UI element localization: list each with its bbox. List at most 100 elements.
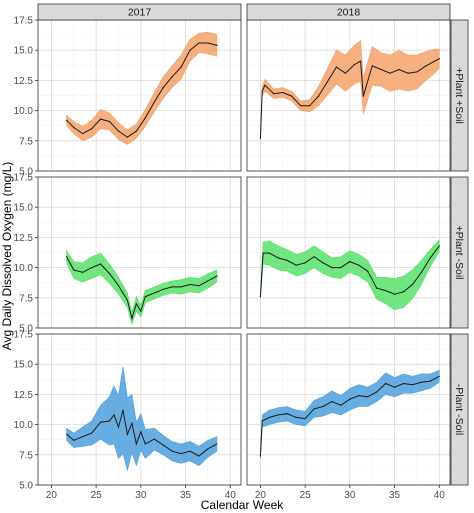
data-point: [371, 65, 373, 67]
series-plant-soil-2018: [259, 369, 440, 459]
data-point: [144, 443, 146, 445]
data-point: [140, 310, 142, 312]
data-point: [131, 317, 133, 319]
y-tick-label: 15.0: [14, 46, 34, 57]
data-point: [99, 263, 102, 265]
data-point: [420, 381, 422, 383]
data-point: [198, 455, 200, 457]
data-point: [117, 426, 120, 428]
column-strip-label: 2017: [128, 7, 152, 19]
row-strip-plant-soil: -Plant -Soil: [450, 333, 469, 486]
x-tick-label: 25: [91, 490, 103, 501]
y-tick-label: 5.0: [19, 324, 33, 335]
data-point: [434, 60, 436, 62]
data-point: [295, 264, 297, 266]
variability-band: [66, 366, 218, 471]
panel-border: [37, 333, 242, 486]
data-point: [389, 72, 391, 74]
data-point: [286, 413, 288, 415]
data-point: [411, 384, 414, 386]
x-tick-label: 25: [300, 490, 312, 501]
data-point: [91, 267, 93, 269]
data-point: [126, 433, 129, 435]
data-point: [420, 271, 422, 274]
row-strip-label: +Plant +Soil: [453, 67, 465, 124]
data-point: [207, 448, 209, 450]
y-tick-label: 10.0: [14, 420, 34, 431]
x-axis-title: Calendar Week: [201, 498, 284, 512]
data-point: [73, 126, 75, 129]
data-point: [153, 101, 155, 103]
mean-line: [66, 256, 218, 321]
data-point: [295, 416, 297, 418]
strip-background: [450, 19, 469, 172]
y-tick-label: 10.0: [14, 263, 34, 274]
strip-background: [450, 176, 469, 329]
data-point: [317, 95, 320, 97]
y-tick-label: 17.5: [14, 16, 34, 27]
data-point: [304, 417, 306, 420]
y-tick-label: 15.0: [14, 360, 34, 371]
strips-layer: 2017 2018 +Plant +Soil +Plant -Soil -Plant -…: [37, 3, 469, 486]
data-point: [144, 295, 146, 298]
x-tick-label: 40: [225, 490, 237, 501]
axes-layer: 5.07.510.012.515.017.55.07.510.012.515.0…: [14, 16, 446, 502]
data-point: [262, 252, 264, 254]
variability-band: [66, 249, 218, 326]
data-point: [189, 283, 191, 286]
data-point: [313, 408, 315, 410]
data-point: [82, 436, 84, 438]
mean-line: [259, 375, 440, 457]
x-tick-label: 35: [180, 490, 192, 501]
y-tick-label: 12.5: [14, 233, 34, 244]
data-point: [126, 299, 129, 301]
data-point: [344, 72, 346, 74]
data-point: [398, 68, 400, 71]
data-point: [180, 452, 182, 455]
data-point: [358, 264, 360, 266]
data-point: [91, 128, 93, 130]
panels-layer: [37, 19, 451, 486]
data-point: [198, 285, 200, 287]
data-point: [171, 76, 173, 78]
data-point: [268, 252, 270, 254]
data-point: [153, 438, 155, 440]
data-point: [335, 66, 338, 68]
data-point: [353, 64, 355, 66]
data-point: [162, 87, 164, 89]
data-point: [407, 72, 409, 74]
data-point: [171, 286, 173, 288]
data-point: [322, 262, 324, 264]
data-point: [207, 42, 209, 44]
data-point: [425, 65, 427, 67]
data-point: [277, 414, 279, 416]
data-point: [268, 416, 270, 418]
data-point: [308, 105, 311, 107]
data-point: [259, 295, 262, 298]
data-point: [349, 398, 351, 400]
panel-border: [37, 176, 242, 329]
y-tick-label: 5.0: [19, 167, 33, 178]
data-point: [349, 260, 351, 263]
data-point: [362, 95, 364, 97]
data-point: [313, 256, 315, 258]
data-point: [300, 105, 302, 107]
data-point: [82, 271, 84, 274]
data-point: [135, 303, 137, 305]
data-point: [99, 118, 102, 120]
data-point: [277, 257, 279, 259]
data-point: [189, 450, 191, 452]
data-point: [108, 120, 111, 123]
row-strip-label: +Plant -Soil: [453, 226, 465, 280]
data-point: [117, 130, 120, 132]
data-point: [416, 71, 418, 73]
data-point: [171, 450, 173, 452]
data-point: [438, 245, 440, 247]
variability-band: [66, 31, 218, 145]
y-tick-label: 7.5: [19, 136, 33, 147]
data-point: [282, 91, 284, 94]
data-point: [66, 256, 68, 258]
x-tick-label: 35: [389, 490, 401, 501]
data-point: [331, 401, 333, 403]
mean-line: [259, 245, 440, 297]
